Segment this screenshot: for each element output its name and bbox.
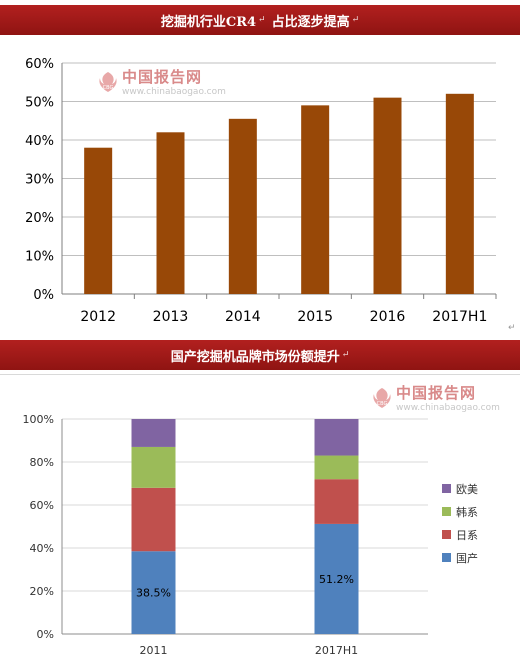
legend-swatch: [442, 530, 451, 539]
segment-韩系-2017H1: [314, 455, 359, 480]
bar-2014: [228, 118, 257, 294]
paragraph-mark-icon: ↵: [508, 323, 516, 333]
watermark-logo: CBG 中国报告网 www.chinabaogao.com: [372, 382, 500, 413]
legend-label: 日系: [456, 529, 478, 542]
x-tick-label: 2017H1: [315, 644, 358, 657]
x-tick-label: 2014: [225, 309, 261, 325]
chart2-area: CBG 中国报告网 www.chinabaogao.com 0% 20% 40% 60…: [0, 372, 520, 663]
legend-swatch: [442, 507, 451, 516]
paragraph-mark-icon: ↵: [351, 15, 360, 25]
chart1-area: CBG 中国报告网 www.chinabaogao.com 0% 10% 20% 30…: [0, 38, 520, 338]
segment-欧美-2011: [131, 419, 176, 447]
segment-日系-2017H1: [314, 479, 359, 524]
legend-swatch: [442, 553, 451, 562]
chart2-banner: 国产挖掘机品牌市场份额提升 ↵: [0, 340, 520, 370]
watermark-logo: CBG 中国报告网 www.chinabaogao.com: [98, 66, 226, 97]
bar-chart-cr4: 0% 10% 20% 30% 40% 50% 60% 2012 2013 2014 2015 2016…: [25, 57, 516, 333]
watermark-url: www.chinabaogao.com: [122, 87, 226, 97]
stacked-bar-chart-share: 0% 20% 40% 60% 80% 100% 38.5% 2011 51.2% 2017H1 欧美…: [23, 413, 478, 657]
y-tick-label: 20%: [30, 585, 54, 598]
y-tick-label: 80%: [30, 456, 54, 469]
y-tick-label: 0%: [33, 288, 54, 303]
chart1-title-tail: 占比逐步提高: [271, 14, 350, 30]
bar-2012: [84, 147, 113, 294]
segment-日系-2011: [131, 487, 176, 552]
x-tick-label: 2011: [140, 644, 168, 657]
x-tick-label: 2016: [370, 309, 406, 325]
watermark-name: 中国报告网: [396, 384, 477, 402]
paragraph-mark-icon: ↵: [341, 350, 350, 360]
segment-国产-2011: [131, 551, 176, 634]
bar-2015: [301, 105, 330, 294]
svg-text:CBG: CBG: [103, 85, 114, 91]
x-tick-label: 2012: [80, 309, 116, 325]
paragraph-mark-icon: ↵: [258, 15, 266, 25]
segment-欧美-2017H1: [314, 419, 359, 456]
segment-国产-2017H1: [314, 523, 359, 634]
watermark-name: 中国报告网: [122, 68, 203, 86]
y-tick-label: 60%: [30, 499, 54, 512]
cbg-badge-icon: CBG: [98, 71, 118, 93]
legend-label: 韩系: [456, 505, 478, 519]
watermark-url: www.chinabaogao.com: [396, 403, 500, 413]
y-tick-label: 50%: [25, 96, 54, 111]
y-tick-label: 100%: [23, 413, 54, 426]
chart1-title: 挖掘机行业CR4: [160, 14, 257, 30]
data-label: 51.2%: [319, 573, 354, 586]
chart1-banner: 挖掘机行业CR4 ↵ 占比逐步提高 ↵: [0, 5, 520, 35]
y-tick-label: 60%: [25, 57, 54, 72]
y-tick-label: 40%: [25, 134, 54, 149]
divider: [0, 374, 520, 375]
bar-2013: [156, 132, 185, 294]
bar-2016: [373, 97, 402, 295]
chart2-title: 国产挖掘机品牌市场份额提升: [170, 349, 340, 365]
x-tick-label: 2015: [297, 309, 333, 325]
legend-label: 国产: [456, 551, 478, 565]
x-tick-label: 2013: [153, 309, 189, 325]
y-tick-label: 20%: [25, 211, 54, 226]
cbg-badge-icon: CBG: [372, 387, 392, 409]
y-tick-label: 40%: [30, 542, 54, 555]
svg-text:CBG: CBG: [377, 401, 388, 407]
y-tick-label: 0%: [37, 628, 54, 641]
x-tick-label: 2017H1: [432, 309, 487, 325]
y-tick-label: 30%: [25, 173, 54, 188]
legend-label: 欧美: [456, 483, 478, 496]
segment-韩系-2011: [131, 446, 176, 488]
data-label: 38.5%: [136, 587, 171, 600]
bar-2017H1: [445, 93, 474, 294]
y-tick-label: 10%: [25, 250, 54, 265]
legend-swatch: [442, 484, 451, 493]
